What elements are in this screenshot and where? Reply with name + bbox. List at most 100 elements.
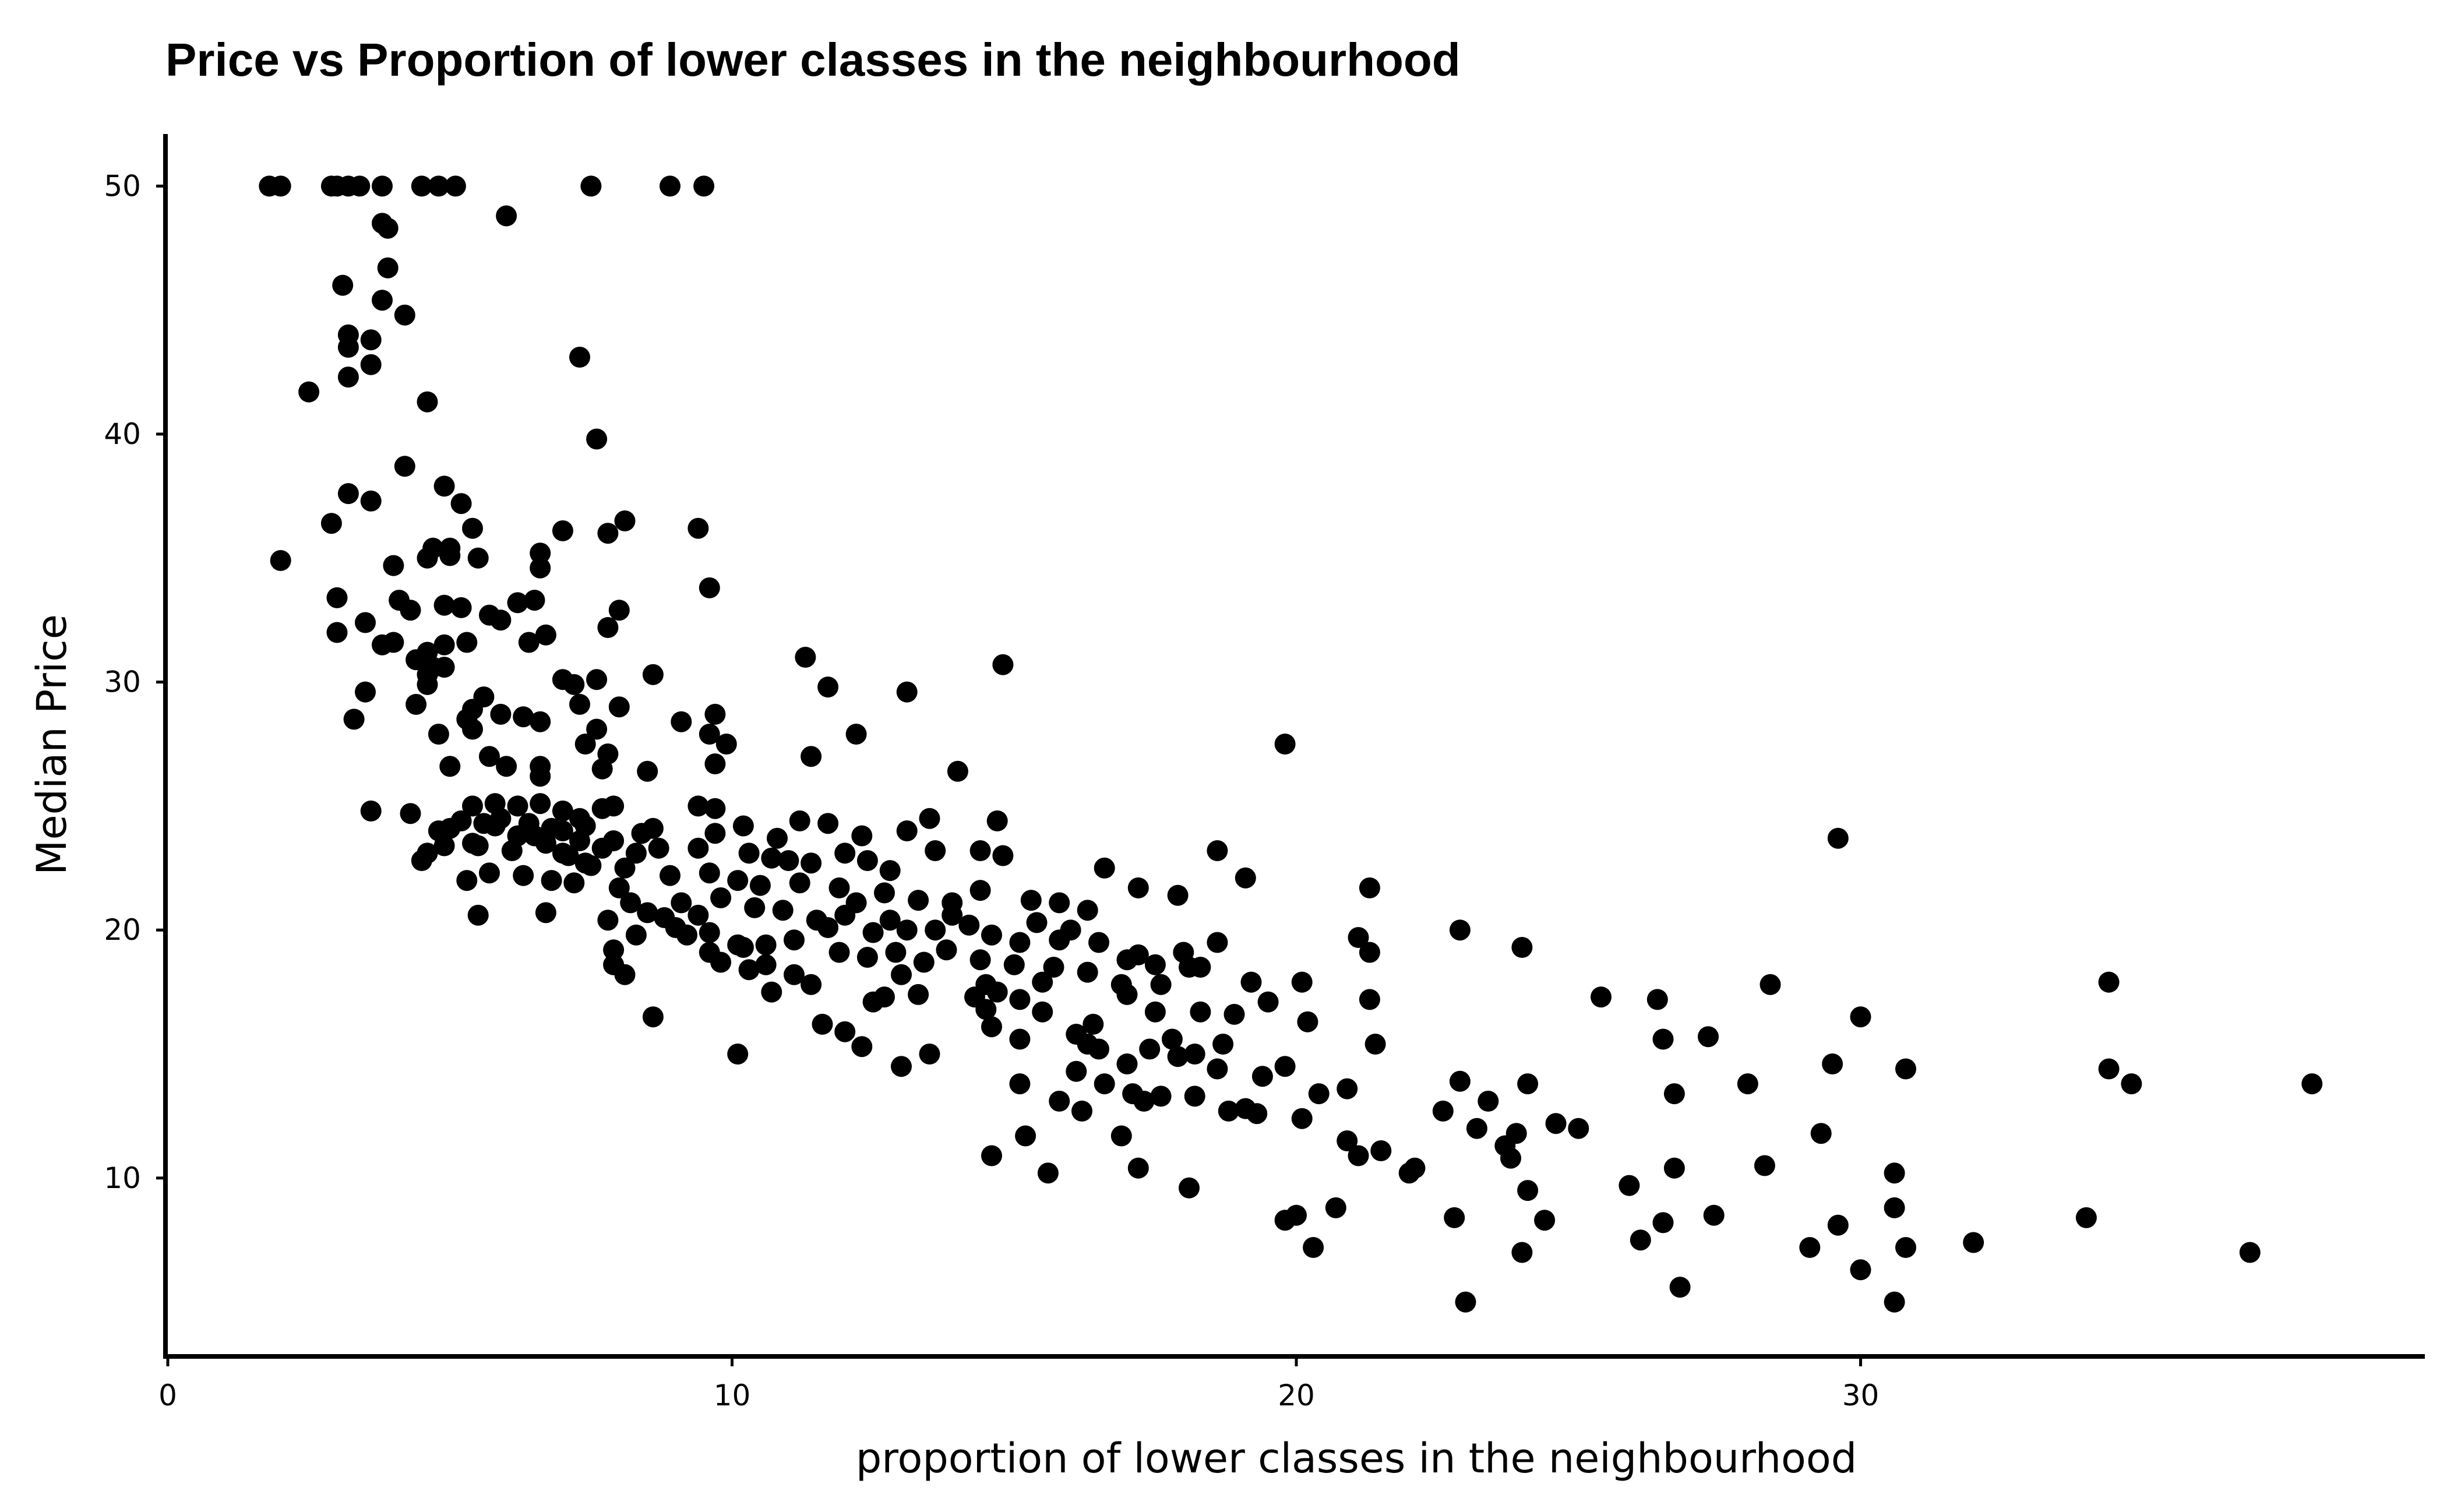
y-tick-label: 50: [104, 169, 141, 203]
data-point: [1207, 840, 1228, 861]
data-point: [801, 852, 822, 874]
data-point: [687, 795, 709, 817]
data-point: [1291, 1108, 1313, 1129]
data-point: [1026, 912, 1048, 933]
data-point: [738, 959, 760, 981]
data-point: [2121, 1073, 2142, 1095]
data-point: [1190, 1001, 1211, 1023]
data-point: [490, 703, 512, 725]
data-point: [1359, 877, 1380, 898]
y-tick-label: 30: [104, 665, 141, 699]
data-point: [981, 1016, 1002, 1038]
data-point: [406, 693, 427, 715]
x-axis-ticks: 0 10 20 30: [158, 1356, 1879, 1412]
data-point: [828, 942, 850, 963]
data-point: [1251, 1066, 1273, 1087]
data-point: [1049, 892, 1070, 914]
data-point: [490, 808, 512, 829]
data-point: [507, 795, 528, 817]
data-point: [738, 843, 760, 864]
data-point: [772, 900, 794, 921]
data-point: [1511, 1242, 1533, 1263]
data-point: [699, 922, 720, 943]
y-tick-label: 40: [104, 417, 141, 451]
data-point: [406, 649, 427, 671]
data-point: [530, 711, 551, 732]
data-point: [417, 674, 438, 695]
data-point: [1517, 1073, 1539, 1095]
data-point: [1884, 1162, 1905, 1184]
data-point: [1207, 1058, 1228, 1080]
data-point: [1179, 1177, 1200, 1199]
data-point: [1370, 1140, 1392, 1161]
data-point: [1110, 1125, 1132, 1147]
data-point: [1337, 1130, 1358, 1151]
data-point: [1207, 932, 1228, 953]
data-point: [433, 657, 455, 678]
data-point: [693, 175, 715, 197]
data-point: [947, 760, 968, 782]
data-point: [1895, 1058, 1916, 1080]
data-point: [1827, 1214, 1849, 1236]
data-point: [614, 964, 636, 985]
data-point: [462, 718, 483, 740]
data-point: [704, 798, 726, 819]
data-point: [1088, 932, 1109, 953]
data-point: [1133, 1090, 1155, 1112]
data-point: [1150, 1085, 1172, 1107]
data-point: [563, 674, 585, 695]
data-point: [1359, 989, 1380, 1010]
data-point: [687, 904, 709, 926]
data-point: [1286, 1204, 1307, 1226]
data-point: [1009, 932, 1031, 953]
data-point: [1060, 919, 1081, 941]
data-point: [535, 902, 556, 924]
data-point: [337, 483, 359, 505]
data-point: [1184, 1085, 1205, 1107]
data-point: [727, 1044, 749, 1065]
data-point: [552, 820, 573, 841]
data-point: [856, 850, 878, 871]
data-point: [2098, 971, 2120, 993]
data-point: [687, 837, 709, 859]
data-point: [969, 880, 991, 901]
x-tick-label: 30: [1842, 1379, 1880, 1412]
data-point: [490, 609, 512, 631]
data-point: [1043, 957, 1064, 978]
data-point: [710, 887, 732, 908]
data-point: [450, 810, 472, 831]
data-point: [360, 329, 382, 351]
data-point: [1760, 974, 1781, 995]
data-point: [1652, 1028, 1674, 1050]
data-point: [428, 820, 449, 841]
data-point: [349, 175, 371, 197]
data-point: [1116, 984, 1138, 1005]
data-point: [1703, 1204, 1725, 1226]
data-point: [1534, 1210, 1556, 1231]
data-point: [1150, 974, 1172, 995]
data-point: [377, 217, 399, 239]
data-point: [1308, 1083, 1330, 1105]
data-point: [856, 947, 878, 968]
data-point: [614, 857, 636, 879]
data-point: [298, 381, 320, 403]
data-point: [530, 793, 551, 815]
data-point: [1009, 989, 1031, 1010]
data-point: [428, 724, 449, 745]
data-point: [992, 654, 1014, 675]
data-point: [1698, 1026, 1719, 1048]
data-point: [1235, 867, 1256, 889]
data-point: [1212, 1034, 1234, 1055]
data-point: [699, 862, 720, 884]
data-point: [608, 877, 630, 898]
data-point: [1094, 1073, 1115, 1095]
data-point: [1066, 1060, 1087, 1082]
data-point: [372, 290, 393, 311]
data-point: [1291, 971, 1313, 993]
data-point: [496, 756, 517, 777]
data-point: [1071, 1100, 1092, 1122]
data-point: [812, 1013, 833, 1035]
data-point: [1015, 1125, 1036, 1147]
data-point: [817, 813, 839, 834]
x-tick-label: 0: [158, 1379, 177, 1412]
